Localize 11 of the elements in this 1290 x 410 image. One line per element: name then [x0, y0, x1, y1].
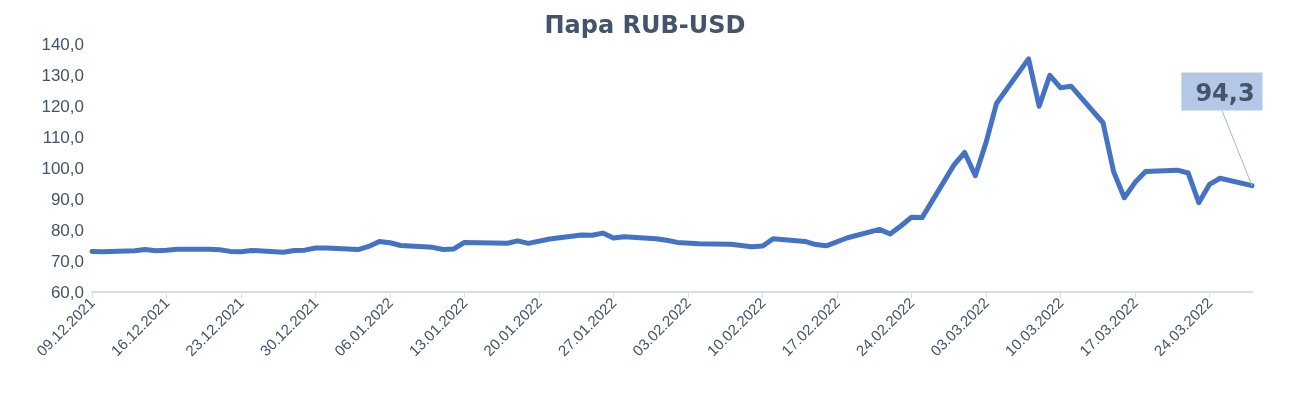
y-tick-label: 130,0 [41, 65, 84, 85]
y-tick-label: 140,0 [41, 34, 84, 54]
y-tick-label: 60,0 [50, 282, 84, 302]
y-tick-label: 70,0 [50, 251, 84, 271]
data-label: 94,3 [1195, 78, 1255, 107]
chart-title: Пара RUB-USD [544, 11, 746, 39]
y-tick-label: 120,0 [41, 96, 84, 116]
y-tick-label: 90,0 [50, 189, 84, 209]
y-tick-label: 80,0 [50, 220, 84, 240]
y-tick-label: 110,0 [42, 127, 84, 147]
y-tick-label: 100,0 [41, 158, 84, 178]
